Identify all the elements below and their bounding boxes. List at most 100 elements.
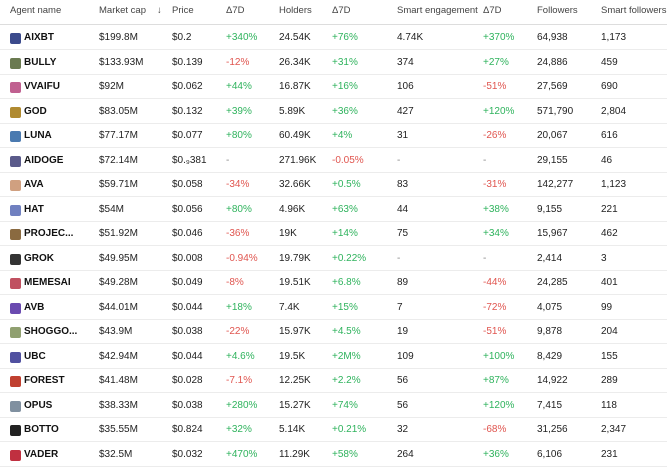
agent-name[interactable]: UBC <box>24 350 46 362</box>
table-cell: +74% <box>332 399 358 411</box>
table-cell: 6,106 <box>537 448 563 460</box>
agent-name[interactable]: VADER <box>24 448 59 460</box>
table-cell: +120% <box>483 399 515 411</box>
table-cell: +14% <box>332 228 358 239</box>
agent-icon <box>10 302 21 314</box>
agent-name[interactable]: OPUS <box>24 399 53 411</box>
column-header[interactable]: Δ7D <box>226 5 245 16</box>
row-divider <box>0 73 667 75</box>
table-cell: +44% <box>226 81 252 92</box>
agent-icon <box>10 449 21 461</box>
table-cell: $83.05M <box>99 105 138 117</box>
table-cell: $54M <box>99 203 125 215</box>
table-cell: 374 <box>397 56 414 68</box>
agent-name[interactable]: GROK <box>24 252 54 264</box>
table-cell: $77.17M <box>99 130 138 141</box>
agent-name[interactable]: HAT <box>24 203 44 215</box>
table-cell: +4% <box>332 130 353 141</box>
agent-name[interactable]: PROJEC... <box>24 228 74 239</box>
table-cell: +63% <box>332 203 358 215</box>
table-cell: -51% <box>483 326 507 337</box>
agent-name[interactable]: AVA <box>24 179 44 190</box>
column-header[interactable]: Smart engagement <box>397 5 478 16</box>
agent-name[interactable]: LUNA <box>24 130 52 141</box>
table-cell: $0.139 <box>172 56 203 68</box>
table-cell: 427 <box>397 105 414 117</box>
row-divider <box>0 171 667 173</box>
table-cell: 19K <box>279 228 297 239</box>
agent-icon <box>10 376 21 387</box>
row-divider <box>0 465 667 467</box>
agent-name[interactable]: MEMESAI <box>24 277 71 288</box>
row-divider <box>0 147 667 148</box>
table-cell: 56 <box>397 399 409 411</box>
table-cell: +2M% <box>332 350 361 362</box>
agent-name[interactable]: AVB <box>24 301 45 313</box>
table-cell: $0.824 <box>172 424 203 435</box>
table-cell: -0.94% <box>226 252 258 264</box>
agent-name[interactable]: AIXBT <box>24 32 54 43</box>
column-header[interactable]: Followers <box>537 5 578 16</box>
column-header[interactable]: Smart followers <box>601 5 667 16</box>
table-cell: - <box>226 154 230 166</box>
table-cell: $0.058 <box>172 179 203 190</box>
table-cell: +6.8% <box>332 277 361 288</box>
table-cell: +2.2% <box>332 375 361 386</box>
table-cell: +0.21% <box>332 424 367 435</box>
column-header[interactable]: ↓ <box>157 5 162 16</box>
agent-name[interactable]: VVAIFU <box>24 81 60 92</box>
table-cell: $32.5M <box>99 448 133 460</box>
column-header[interactable]: Δ7D <box>483 5 502 16</box>
table-cell: 289 <box>601 375 618 386</box>
table-cell: +80% <box>226 130 252 141</box>
table-cell: $51.92M <box>99 228 138 239</box>
agent-icon <box>10 180 21 191</box>
table-cell: 20,067 <box>537 130 568 141</box>
row-divider <box>0 245 667 246</box>
column-header[interactable]: Δ7D <box>332 5 351 16</box>
table-cell: +38% <box>483 203 509 215</box>
column-header[interactable]: Market cap <box>99 5 146 16</box>
table-cell: $49.28M <box>99 277 138 288</box>
agent-icon <box>10 327 21 338</box>
agent-name[interactable]: FOREST <box>24 375 65 386</box>
table-cell: +100% <box>483 350 515 362</box>
table-cell: 29,155 <box>537 154 568 166</box>
table-cell: 56 <box>397 375 409 386</box>
agent-name[interactable]: BOTTO <box>24 424 59 435</box>
table-cell: 75 <box>397 228 409 239</box>
agent-name[interactable]: GOD <box>24 105 47 117</box>
table-cell: +340% <box>226 32 258 43</box>
table-cell: 7.4K <box>279 301 300 313</box>
table-cell: 4,075 <box>537 301 563 313</box>
table-cell: 19.5K <box>279 350 306 362</box>
table-cell: $0.2 <box>172 32 192 43</box>
table-cell: $38.33M <box>99 399 138 411</box>
table-cell: +0.22% <box>332 252 367 264</box>
table-cell: 142,277 <box>537 179 574 190</box>
agent-icon <box>10 131 21 142</box>
agent-name[interactable]: AIDOGE <box>24 154 64 166</box>
table-cell: 264 <box>397 448 414 460</box>
column-header[interactable]: Price <box>172 5 194 16</box>
table-cell: 89 <box>397 277 409 288</box>
table-cell: 571,790 <box>537 105 574 117</box>
row-divider <box>0 196 667 197</box>
table-cell: 44 <box>397 203 409 215</box>
table-cell: +18% <box>226 301 252 313</box>
column-header[interactable]: Holders <box>279 5 312 16</box>
agent-name[interactable]: SHOGGO... <box>24 326 78 337</box>
table-cell: $0.044 <box>172 301 203 313</box>
table-cell: $133.93M <box>99 56 144 68</box>
agent-icon <box>10 278 21 289</box>
table-cell: +39% <box>226 105 252 117</box>
table-cell: +34% <box>483 228 509 239</box>
table-cell: $35.55M <box>99 424 138 435</box>
column-header[interactable]: Agent name <box>10 5 62 16</box>
table-cell: 64,938 <box>537 32 568 43</box>
agent-name[interactable]: BULLY <box>24 56 57 68</box>
table-cell: $43.9M <box>99 326 133 337</box>
table-cell: - <box>483 252 487 264</box>
table-cell: -8% <box>226 277 244 288</box>
table-cell: +280% <box>226 399 258 411</box>
